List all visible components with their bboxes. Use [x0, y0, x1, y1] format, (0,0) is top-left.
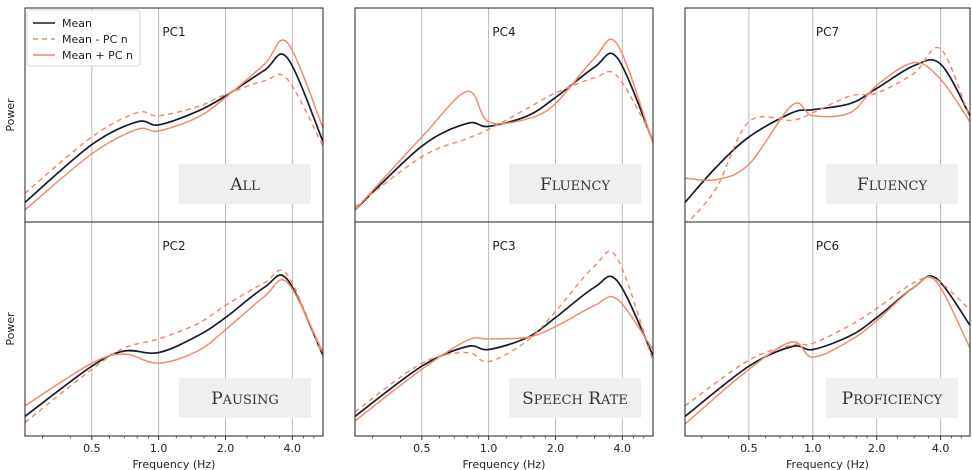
panel-pc1: ALL PC1 [24, 7, 324, 223]
badge-rest: LUENCY [869, 179, 928, 194]
panel-frame [684, 221, 971, 437]
series-line-mean-minus-pc [25, 73, 323, 194]
panel-badge: FLUENCY [857, 175, 927, 195]
x-tick-label: 1.0 [150, 442, 168, 455]
y-axis-label: Power [4, 312, 17, 346]
badge-rest: PEECH [534, 393, 583, 408]
panel-badge: PROFICIENCY [842, 389, 943, 409]
panel-pc6: PROFICIENCY PC6 0.5 1.0 2.0 4.0 Frequency (Hz) [684, 221, 971, 470]
series-line-mean-minus-pc [355, 70, 653, 208]
x-tick-label: 0.5 [740, 442, 758, 455]
series-line-mean-minus-pc [25, 269, 323, 424]
panel-pc7: FLUENCY PC7 [684, 7, 971, 223]
panel-badge-box [826, 164, 958, 204]
series-line-mean [25, 274, 323, 418]
series-line-mean-plus-pc [25, 39, 323, 211]
x-tick-label: 2.0 [868, 442, 886, 455]
legend-box [26, 9, 141, 67]
legend-mean-plus-pc-label: Mean + PC n [62, 49, 133, 62]
panel-badge: ALL [229, 175, 260, 195]
badge-initial: A [229, 175, 243, 195]
legend-mean-label: Mean [62, 17, 92, 30]
badge-initial: R [583, 389, 602, 409]
panel-pc3: SPEECH RATE PC3 0.5 1.0 2.0 4.0 Frequency (Hz) [354, 221, 654, 470]
panel-badge-label: FLUENCY [857, 175, 927, 195]
panel-badge-label: FLUENCY [540, 175, 610, 195]
series-line-mean [685, 58, 970, 203]
panel-badge-box [179, 378, 311, 418]
series-line-mean-plus-pc [685, 276, 970, 425]
badge-rest: LUENCY [552, 179, 611, 194]
x-tick-label: 4.0 [284, 442, 302, 455]
panel-frame [24, 221, 324, 437]
badge-rest: ROFICIENCY [853, 393, 942, 408]
series-line-mean-plus-pc [25, 278, 323, 407]
x-tick-label: 4.0 [614, 442, 632, 455]
badge-initial: F [857, 175, 869, 195]
panel-badge-box [509, 378, 641, 418]
x-axis-label: Frequency (Hz) [786, 458, 869, 470]
panel-badge-box [179, 164, 311, 204]
series-line-mean [25, 53, 323, 204]
panel-pc4: FLUENCY PC4 [354, 7, 654, 223]
panel-badge-box [509, 164, 641, 204]
series-line-mean-minus-pc [355, 250, 653, 413]
x-tick-label: 1.0 [804, 442, 822, 455]
panel-badge-label: SPEECH RATE [522, 389, 628, 409]
x-tick-label: 0.5 [413, 442, 431, 455]
x-axis-label: Frequency (Hz) [463, 458, 546, 470]
legend: Mean Mean - PC n Mean + PC n [26, 9, 141, 67]
series-line-mean-plus-pc [355, 295, 653, 422]
badge-initial: P [842, 389, 853, 409]
panel-title: PC2 [162, 239, 185, 253]
panel-badge: FLUENCY [540, 175, 610, 195]
panel-badge-label: ALL [229, 175, 260, 195]
panel-title: PC7 [816, 25, 839, 39]
badge-initial: S [522, 389, 534, 409]
panel-badge-label: PROFICIENCY [842, 389, 943, 409]
panel-frame [354, 221, 654, 437]
series-line-mean-plus-pc [685, 61, 970, 182]
y-axis-label: Power [4, 98, 17, 132]
panel-title: PC4 [492, 25, 515, 39]
badge-rest: LL [243, 179, 261, 194]
badge-rest: AUSING [222, 393, 279, 408]
panel-pc2: PAUSING PC2 0.5 1.0 2.0 4.0 Frequency (Hz) [24, 221, 324, 470]
series-line-mean-plus-pc [355, 38, 653, 211]
panel-title: PC3 [492, 239, 515, 253]
x-tick-label: 1.0 [480, 442, 498, 455]
panel-badge: PAUSING [211, 389, 279, 409]
badge-initial: P [211, 389, 222, 409]
x-tick-label: 2.0 [217, 442, 235, 455]
panel-badge: SPEECH RATE [522, 389, 628, 409]
x-axis-label: Frequency (Hz) [133, 458, 216, 470]
x-tick-label: 2.0 [547, 442, 565, 455]
panel-badge-box [826, 378, 958, 418]
x-tick-label: 0.5 [83, 442, 101, 455]
series-line-mean-minus-pc [686, 46, 970, 222]
x-tick-label: 4.0 [932, 442, 950, 455]
panel-badge-label: PAUSING [211, 389, 279, 409]
panel-title: PC1 [162, 25, 185, 39]
badge-rest: ATE [600, 393, 628, 408]
panel-title: PC6 [816, 239, 839, 253]
series-line-mean [355, 52, 653, 211]
badge-initial: F [540, 175, 552, 195]
legend-mean-minus-pc-label: Mean - PC n [62, 33, 128, 46]
